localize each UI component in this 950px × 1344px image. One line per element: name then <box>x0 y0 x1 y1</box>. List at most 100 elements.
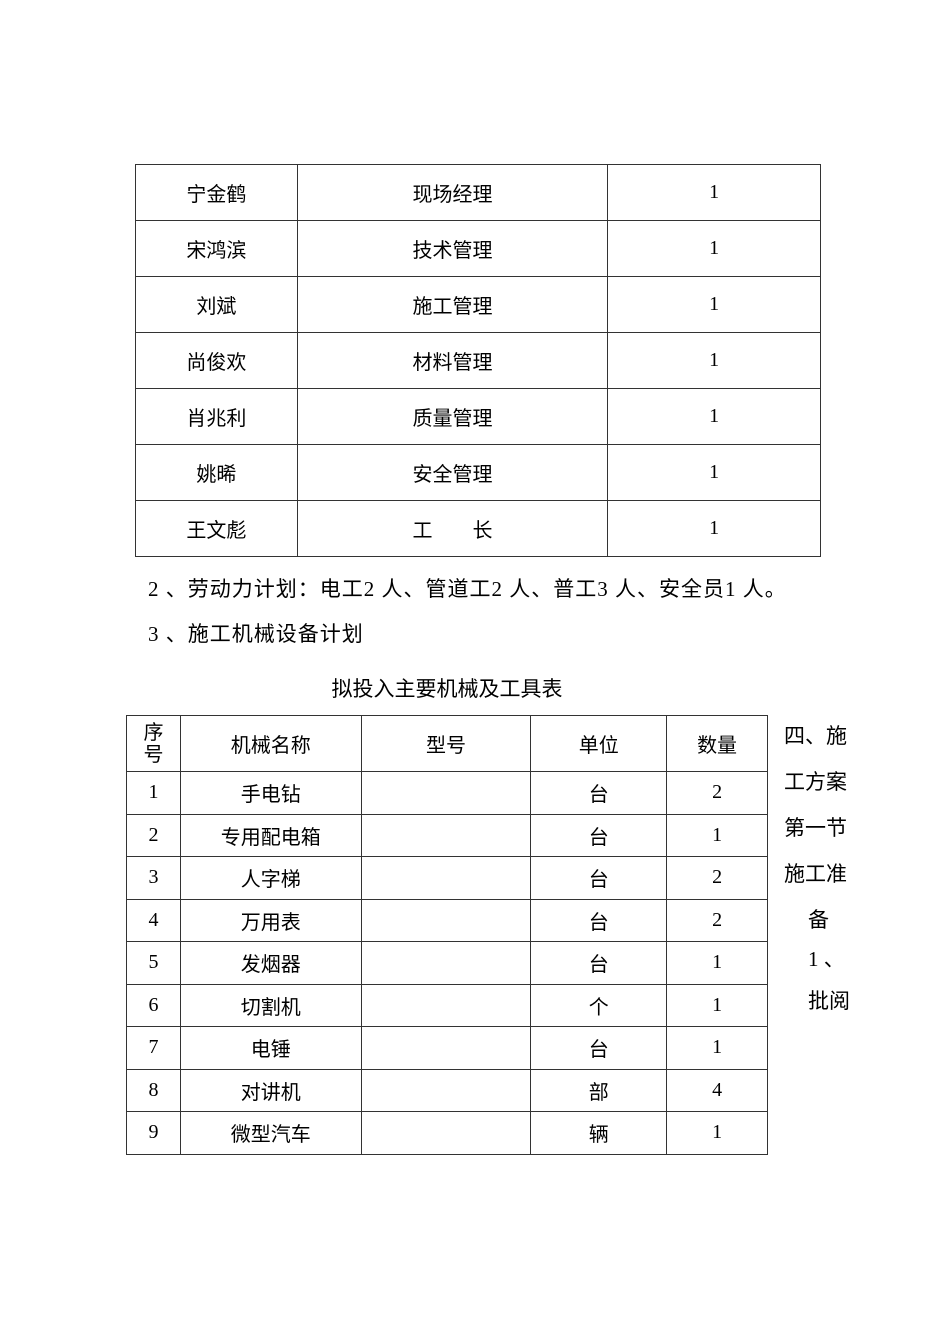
cell-name: 姚晞 <box>135 444 298 501</box>
cell-qty: 2 <box>666 856 768 900</box>
cell-seq: 9 <box>126 1111 181 1155</box>
cell-qty: 2 <box>666 898 768 942</box>
header-name: 机械名称 <box>179 715 362 772</box>
cell-unit: 台 <box>530 813 668 857</box>
table-row: 8 对讲机 部 4 <box>126 1068 768 1112</box>
equipment-table: 序号 机械名称 型号 单位 数量 1 手电钻台 2 2 专用配电箱台 1 3 人字梯台 2 4 万用… <box>126 715 768 1155</box>
side-line: 1 、 <box>808 947 845 971</box>
cell-unit: 台 <box>530 856 668 900</box>
cell-name: 宋鸿滨 <box>135 220 298 277</box>
cell-model <box>360 941 532 985</box>
cell-seq: 7 <box>126 1026 181 1070</box>
header-model: 型号 <box>360 715 532 772</box>
cell-name: 对讲机 <box>179 1068 362 1112</box>
header-unit: 单位 <box>530 715 668 772</box>
cell-qty: 4 <box>666 1068 768 1112</box>
cell-model <box>360 1111 532 1155</box>
cell-model <box>360 856 532 900</box>
cell-qty: 1 <box>666 1111 768 1155</box>
cell-name: 万用表 <box>179 898 362 942</box>
cell-role: 材料管理 <box>296 332 609 389</box>
cell-name: 发烟器 <box>179 941 362 985</box>
cell-model <box>360 813 532 857</box>
table-row: 6 切割机 个 1 <box>126 983 768 1027</box>
cell-model <box>360 1068 532 1112</box>
table-row: 宁金鹤 现场经理 1 <box>135 164 821 221</box>
header-seq-char: 序 <box>143 721 164 744</box>
cell-qty: 1 <box>666 813 768 857</box>
header-seq: 序号 <box>126 715 181 772</box>
side-line: 施工准 <box>784 862 847 886</box>
table-row: 7 电锤 台 1 <box>126 1026 768 1070</box>
staff-table: 宁金鹤 现场经理 1 宋鸿滨 技术管理 1 刘斌 施工管理 1 尚俊欢 材料管理 1 肖兆利 质量管理 1 姚… <box>135 164 821 557</box>
cell-unit: 部 <box>530 1068 668 1112</box>
cell-qty: 1 <box>666 983 768 1027</box>
header-seq-char: 号 <box>143 743 164 766</box>
cell-count: 1 <box>607 220 821 277</box>
side-line: 第一节 <box>784 816 847 840</box>
table-row: 4 万用表 台 2 <box>126 898 768 942</box>
side-line: 工方案 <box>784 770 847 794</box>
side-line: 四、施 <box>784 724 847 748</box>
cell-seq: 1 <box>126 771 181 815</box>
cell-count: 1 <box>607 164 821 221</box>
table-row: 肖兆利 质量管理 1 <box>135 388 821 445</box>
cell-qty: 1 <box>666 941 768 985</box>
table-row: 刘斌 施工管理 1 <box>135 276 821 333</box>
cell-seq: 3 <box>126 856 181 900</box>
cell-name: 王文彪 <box>135 500 298 557</box>
cell-name: 人字梯 <box>179 856 362 900</box>
equipment-table-title: 拟投入主要机械及工具表 <box>331 677 563 701</box>
cell-qty: 2 <box>666 771 768 815</box>
cell-name: 电锤 <box>179 1026 362 1070</box>
cell-unit: 台 <box>530 771 668 815</box>
cell-name: 宁金鹤 <box>135 164 298 221</box>
cell-count: 1 <box>607 444 821 501</box>
cell-unit: 个 <box>530 983 668 1027</box>
cell-role: 质量管理 <box>296 388 609 445</box>
table-row: 9 微型汽车 辆 1 <box>126 1111 768 1155</box>
cell-seq: 8 <box>126 1068 181 1112</box>
cell-model <box>360 983 532 1027</box>
table-row: 5 发烟器 台 1 <box>126 941 768 985</box>
equipment-plan-heading: 3 、施工机械设备计划 <box>148 622 364 646</box>
cell-seq: 2 <box>126 813 181 857</box>
cell-name: 切割机 <box>179 983 362 1027</box>
cell-seq: 4 <box>126 898 181 942</box>
cell-role: 现场经理 <box>296 164 609 221</box>
table-row: 3 人字梯 台 2 <box>126 856 768 900</box>
cell-name: 专用配电箱 <box>179 813 362 857</box>
table-row: 尚俊欢 材料管理 1 <box>135 332 821 389</box>
cell-count: 1 <box>607 500 821 557</box>
side-line: 备 <box>808 908 829 932</box>
cell-count: 1 <box>607 276 821 333</box>
cell-name: 微型汽车 <box>179 1111 362 1155</box>
table-row: 2 专用配电箱 台 1 <box>126 813 768 857</box>
cell-model <box>360 771 532 815</box>
cell-role: 安全管理 <box>296 444 609 501</box>
cell-model <box>360 1026 532 1070</box>
cell-count: 1 <box>607 388 821 445</box>
cell-unit: 台 <box>530 941 668 985</box>
cell-role: 技术管理 <box>296 220 609 277</box>
table-row: 姚晞 安全管理 1 <box>135 444 821 501</box>
cell-model <box>360 898 532 942</box>
header-qty: 数量 <box>666 715 768 772</box>
cell-name: 手电钻 <box>179 771 362 815</box>
cell-seq: 6 <box>126 983 181 1027</box>
cell-unit: 台 <box>530 898 668 942</box>
cell-name: 刘斌 <box>135 276 298 333</box>
cell-seq: 5 <box>126 941 181 985</box>
cell-role: 施工管理 <box>296 276 609 333</box>
cell-name: 肖兆利 <box>135 388 298 445</box>
cell-qty: 1 <box>666 1026 768 1070</box>
cell-role: 工 长 <box>296 500 609 557</box>
labor-plan-text: 2 、劳动力计划：电工2 人、管道工2 人、普工3 人、安全员1 人。 <box>148 577 787 601</box>
table-row: 宋鸿滨 技术管理 1 <box>135 220 821 277</box>
cell-count: 1 <box>607 332 821 389</box>
table-header-row: 序号 机械名称 型号 单位 数量 <box>126 715 768 772</box>
table-row: 1 手电钻 台 2 <box>126 771 768 815</box>
side-line: 批阅 <box>808 989 850 1013</box>
cell-unit: 台 <box>530 1026 668 1070</box>
